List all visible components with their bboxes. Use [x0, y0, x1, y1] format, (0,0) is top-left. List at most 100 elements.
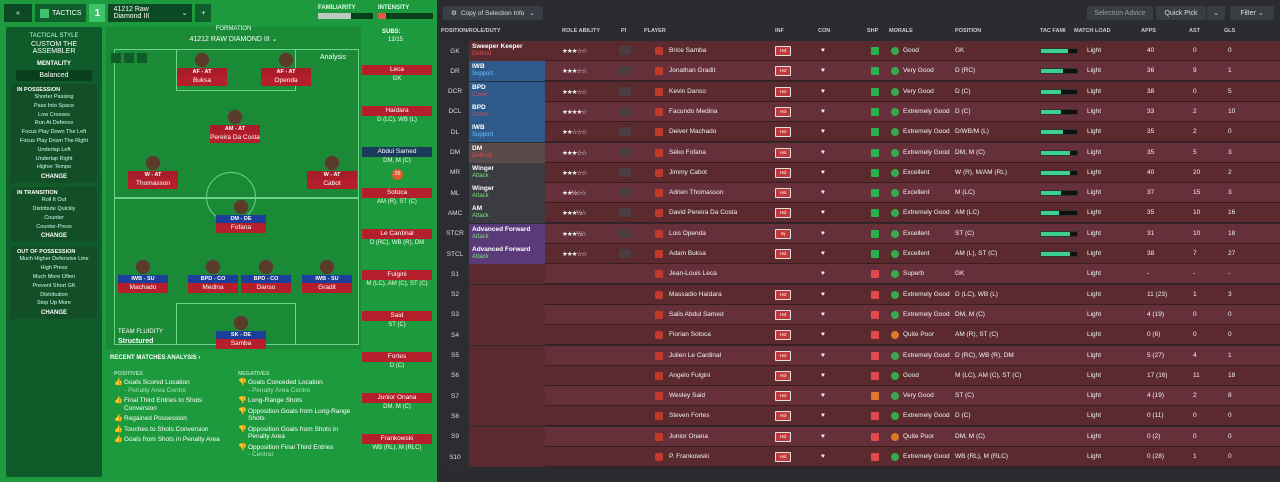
position-slot[interactable]: S4 [441, 325, 469, 346]
player-name[interactable]: Florian Sotoca [669, 331, 711, 339]
player-name[interactable]: Jimmy Cabot [669, 168, 707, 176]
person-icon[interactable] [111, 53, 121, 63]
player-name[interactable]: Brice Samba [669, 47, 707, 54]
player-name[interactable]: Salis Abdul Samed [669, 310, 724, 318]
copy-selection-info-dropdown[interactable]: ⚙ Copy of Selection Info ⌄ [443, 6, 543, 20]
table-row[interactable]: S4 Florian Sotoca Hol ♥ Quite Poor AM (R), ST… [441, 325, 1280, 346]
in-possession-change-button[interactable]: CHANGE [40, 174, 67, 181]
sub-player-card[interactable]: Fulgini M (LC), AM (C), ST (C) [362, 270, 432, 287]
player-name[interactable]: David Pereira Da Costa [669, 209, 738, 217]
role-duty[interactable] [469, 406, 545, 427]
player-name[interactable]: Lois Openda [669, 229, 706, 237]
col-position-role-duty[interactable]: POSITION/ROLE/DUTY [441, 28, 501, 34]
position-slot[interactable]: DCR [441, 81, 469, 102]
table-row[interactable]: S1 Jean-Louis Leca ♥ Superb GK Light - - - [441, 264, 1280, 285]
sub-player-card[interactable]: Sotoca AM (R), ST (C) [362, 188, 432, 205]
player-name[interactable]: Jonathan Gradit [669, 67, 716, 75]
table-row[interactable]: S7 Wesley Said Hol ♥ Very Good ST (C) Light 4 (… [441, 386, 1280, 407]
sub-player-card[interactable]: Le Cardinal D (RC), WB (R), DM [362, 229, 432, 246]
role-duty[interactable] [469, 426, 545, 447]
role-duty[interactable] [469, 345, 545, 366]
tactical-style-value[interactable]: CUSTOM THE ASSEMBLER [30, 41, 78, 55]
position-slot[interactable]: GK [441, 41, 469, 61]
table-row[interactable]: DCL BPD Cover ★★★★☆ Facundo Medina Hol ♥ Extrem… [441, 101, 1280, 122]
sub-player-card[interactable]: Frankowski WB (RL), M (RLC) [362, 434, 432, 451]
position-slot[interactable]: S5 [441, 345, 469, 366]
table-row[interactable]: ML Winger Attack ★★½☆☆ Adrien Thomasson Hol ♥ E… [441, 183, 1280, 204]
table-row[interactable]: DR IWB Support ★★★☆☆ Jonathan Gradit Hol ♥ Very… [441, 61, 1280, 82]
player-name[interactable]: Massadio Haïdara [669, 290, 722, 298]
table-row[interactable]: STCL Advanced Forward Attack ★★★☆☆ Adam Buks… [441, 244, 1280, 264]
table-row[interactable]: S5 Julien Le Cardinal Hol ♥ Extremely Good D … [441, 345, 1280, 366]
player-name[interactable]: Adam Buksa [669, 250, 706, 257]
role-duty[interactable]: BPD Cover [469, 101, 545, 122]
col-pi[interactable]: PI [621, 28, 627, 34]
player-name[interactable]: Séko Fofana [669, 148, 706, 156]
position-slot[interactable]: DM [441, 142, 469, 163]
sub-player-card[interactable]: Haïdara D (LC), WB (L) [362, 106, 432, 123]
col-player[interactable]: PLAYER [644, 28, 666, 34]
sub-player-card[interactable]: Said ST (C) [362, 311, 432, 328]
role-duty[interactable] [469, 325, 545, 346]
col-morale[interactable]: MORALE [889, 28, 913, 34]
mentality-select[interactable]: Balanced [16, 70, 92, 81]
position-slot[interactable]: S9 [441, 426, 469, 447]
col-position[interactable]: POSITION [955, 28, 982, 34]
position-slot[interactable]: DR [441, 61, 469, 82]
player-card[interactable]: SK - DE Samba [216, 315, 266, 349]
player-card[interactable]: IWB - SU Machado [118, 259, 168, 293]
table-row[interactable]: DL IWB Support ★★☆☆☆ Deiver Machado Hol ♥ Extre… [441, 122, 1280, 143]
role-duty[interactable]: Sweeper Keeper Defend [469, 41, 545, 61]
sub-player-card[interactable]: Leca GK [362, 65, 432, 82]
role-duty[interactable]: IWB Support [469, 122, 545, 143]
table-row[interactable]: DCR BPD Cover ★★★☆☆ Kevin Danso Hol ♥ Very Good… [441, 81, 1280, 102]
player-card[interactable]: W - AT Cabot [307, 155, 357, 189]
role-duty[interactable]: Winger Attack [469, 183, 545, 204]
player-name[interactable]: Angelo Fulgini [669, 371, 711, 379]
player-name[interactable]: Facundo Medina [669, 107, 718, 115]
player-card[interactable]: IWB - SU Gradit [302, 259, 352, 293]
col-tac-fami[interactable]: TAC FAMI [1040, 28, 1066, 34]
position-slot[interactable]: S1 [441, 264, 469, 285]
formation-name-select[interactable]: 41212 RAW DIAMOND III ⌄ [189, 36, 278, 43]
tactic-number[interactable]: 1 [89, 4, 106, 22]
table-row[interactable]: S9 Junior Onana Hol ♥ Quite Poor DM, M (C) Lig… [441, 426, 1280, 447]
sub-player-card[interactable]: Junior Onana DM, M (C) [362, 393, 432, 410]
position-slot[interactable]: STCL [441, 244, 469, 264]
position-slot[interactable]: DL [441, 122, 469, 143]
position-slot[interactable]: MR [441, 162, 469, 183]
role-duty[interactable] [469, 447, 545, 467]
position-slot[interactable]: S6 [441, 365, 469, 386]
player-instructions-icon[interactable] [619, 106, 631, 116]
role-duty[interactable]: AM Attack [469, 203, 545, 224]
sub-player-card[interactable]: Abdul Samed DM, M (C) [362, 147, 432, 164]
player-instructions-icon[interactable] [619, 147, 631, 157]
position-slot[interactable]: AMC [441, 203, 469, 224]
position-slot[interactable]: S8 [441, 406, 469, 427]
position-slot[interactable]: ML [441, 183, 469, 204]
table-row[interactable]: S2 Massadio Haïdara Hol ♥ Extremely Good D (L… [441, 284, 1280, 305]
player-instructions-icon[interactable] [619, 66, 631, 76]
col-inf[interactable]: INF [775, 28, 784, 34]
col-match-load[interactable]: MATCH LOAD [1074, 28, 1111, 34]
table-row[interactable]: AMC AM Attack ★★★½☆ David Pereira Da Costa Ho… [441, 203, 1280, 224]
player-card[interactable]: AM - AT Pereira Da Costa [210, 109, 260, 143]
col-role-ability[interactable]: ROLE ABILITY [562, 28, 600, 34]
list-icon[interactable] [137, 53, 147, 63]
selection-advice-button[interactable]: Selection Advice [1087, 6, 1153, 20]
col-ast[interactable]: AST [1189, 28, 1200, 34]
position-slot[interactable]: S7 [441, 386, 469, 407]
table-row[interactable]: DM DM Defend ★★★☆☆ Séko Fofana Hol ♥ Extremely … [441, 142, 1280, 163]
player-instructions-icon[interactable] [619, 208, 631, 218]
quick-pick-chevron-icon[interactable]: ⌄ [1207, 6, 1225, 20]
quick-pick-button[interactable]: Quick Pick [1156, 6, 1206, 20]
bar-chart-icon[interactable] [124, 53, 134, 63]
role-duty[interactable] [469, 264, 545, 285]
player-name[interactable]: P. Frankowski [669, 453, 709, 460]
col-gls[interactable]: GLS [1224, 28, 1236, 34]
analysis-button[interactable]: Analysis [320, 54, 346, 61]
position-slot[interactable]: S2 [441, 284, 469, 305]
add-tactic-button[interactable]: + [195, 4, 212, 22]
filter-button[interactable]: Filter ⌄ [1230, 6, 1274, 20]
player-card[interactable]: BPD - CO Danso [241, 259, 291, 293]
